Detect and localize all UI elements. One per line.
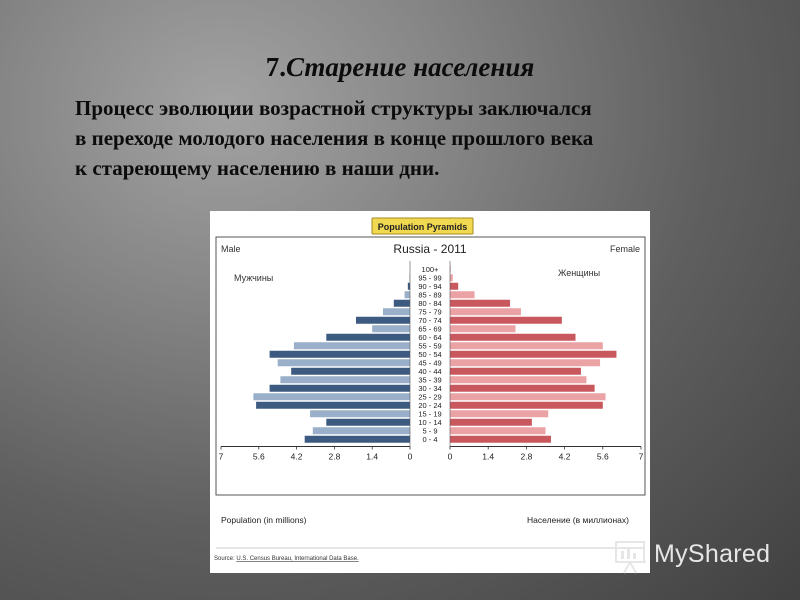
bar-female xyxy=(450,367,581,375)
bar-male xyxy=(393,299,410,307)
age-label: 20 - 24 xyxy=(418,401,441,410)
bar-male xyxy=(291,367,410,375)
population-pyramid-chart: Population Pyramids Male Female Russia -… xyxy=(214,217,646,562)
bar-male xyxy=(310,410,410,418)
age-label: 55 - 59 xyxy=(418,341,441,350)
age-label: 45 - 49 xyxy=(418,358,441,367)
bar-female xyxy=(450,359,601,367)
age-label: 0 - 4 xyxy=(422,435,437,444)
bar-female xyxy=(450,376,587,384)
bar-female xyxy=(450,333,576,341)
tick-label: 1.4 xyxy=(366,452,378,462)
slide-body-text: Процесс эволюции возрастной структуры за… xyxy=(75,93,775,183)
source-link[interactable]: U.S. Census Bureau, International Data B… xyxy=(236,556,359,562)
bar-female xyxy=(450,393,606,401)
left-label-ru: Мужчины xyxy=(234,273,273,283)
age-label: 90 - 94 xyxy=(418,282,441,291)
tick-label: 0 xyxy=(408,452,413,462)
bar-male xyxy=(304,435,410,443)
bar-female xyxy=(450,342,603,350)
bar-female xyxy=(450,274,453,282)
bar-female xyxy=(450,350,617,358)
plot-border xyxy=(215,236,646,496)
tick-label: 1.4 xyxy=(482,452,494,462)
chart-badge-box xyxy=(371,217,474,235)
age-label: 100+ xyxy=(422,265,440,274)
tick-label: 5.6 xyxy=(597,452,609,462)
tick-label: 4.2 xyxy=(291,452,303,462)
x-axis-title-left: Population (in millions) xyxy=(221,515,307,525)
bar-male xyxy=(277,359,410,367)
tick-label: 7 xyxy=(219,452,224,462)
age-label: 70 - 74 xyxy=(418,316,441,325)
x-axis-title-right: Население (в миллионах) xyxy=(527,515,629,525)
age-label: 35 - 39 xyxy=(418,375,441,384)
tick-label: 5.6 xyxy=(253,452,265,462)
bar-female xyxy=(450,299,511,307)
age-label: 80 - 84 xyxy=(418,299,441,308)
bar-female xyxy=(450,427,546,435)
myshared-watermark: MyShared xyxy=(612,537,790,577)
bar-female xyxy=(450,418,532,426)
body-line: в переходе молодого населения в конце пр… xyxy=(75,126,594,150)
tick-label: 7 xyxy=(639,452,644,462)
tick-label: 0 xyxy=(448,452,453,462)
age-label: 85 - 89 xyxy=(418,290,441,299)
age-label: 5 - 9 xyxy=(422,426,437,435)
tick-label: 2.8 xyxy=(520,452,532,462)
bar-female xyxy=(450,325,516,333)
left-label: Male xyxy=(221,244,241,254)
bar-female xyxy=(450,291,475,299)
slide-title: 7.Старение населения xyxy=(0,52,800,83)
bar-female xyxy=(450,384,595,392)
bar-female xyxy=(450,410,549,418)
body-line: Процесс эволюции возрастной структуры за… xyxy=(75,96,592,120)
right-label-ru: Женщины xyxy=(558,268,600,278)
bar-male xyxy=(326,333,410,341)
age-label: 10 - 14 xyxy=(418,418,441,427)
bar-male xyxy=(356,316,410,324)
bar-male xyxy=(269,350,410,358)
bar-male xyxy=(383,308,410,316)
bar-male xyxy=(312,427,410,435)
bar-male xyxy=(407,282,410,290)
source-prefix: Source: xyxy=(214,556,235,562)
age-label: 40 - 44 xyxy=(418,367,441,376)
presentation-board-icon xyxy=(615,541,646,574)
age-label: 50 - 54 xyxy=(418,350,441,359)
chart-badge: Population Pyramids xyxy=(378,222,468,232)
bar-male xyxy=(253,393,410,401)
bar-male xyxy=(269,384,410,392)
age-label: 15 - 19 xyxy=(418,409,441,418)
bar-female xyxy=(450,435,551,443)
population-pyramid-figure: Population Pyramids Male Female Russia -… xyxy=(210,211,650,573)
age-label: 95 - 99 xyxy=(418,273,441,282)
bar-male xyxy=(372,325,410,333)
slide-title-number: 7. xyxy=(265,52,286,82)
right-label: Female xyxy=(610,244,640,254)
watermark-text: MyShared xyxy=(654,540,771,568)
bar-female xyxy=(450,401,603,409)
body-line: к стареющему населению в наши дни. xyxy=(75,156,440,180)
bar-male xyxy=(404,291,410,299)
slide-title-text: Старение населения xyxy=(285,52,535,82)
bar-male xyxy=(326,418,410,426)
bar-male xyxy=(293,342,410,350)
source-line: Source: U.S. Census Bureau, Internationa… xyxy=(214,556,359,562)
age-label: 65 - 69 xyxy=(418,324,441,333)
age-label: 25 - 29 xyxy=(418,392,441,401)
bar-female xyxy=(450,316,562,324)
bar-male xyxy=(256,401,410,409)
tick-label: 2.8 xyxy=(328,452,340,462)
bar-male xyxy=(280,376,410,384)
tick-label: 4.2 xyxy=(559,452,571,462)
bar-female xyxy=(450,308,521,316)
chart-title: Russia - 2011 xyxy=(393,242,466,256)
age-label: 30 - 34 xyxy=(418,384,441,393)
bar-female xyxy=(450,282,459,290)
age-label: 60 - 64 xyxy=(418,333,441,342)
age-label: 75 - 79 xyxy=(418,307,441,316)
